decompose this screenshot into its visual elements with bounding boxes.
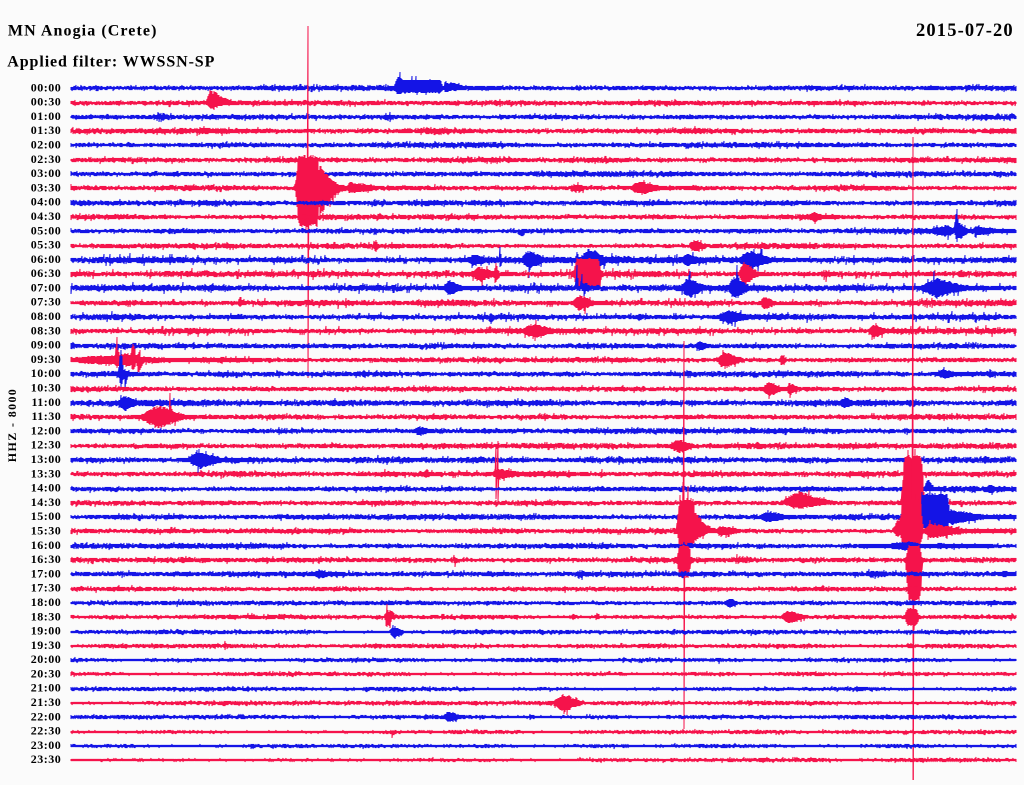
svg-text:23:00: 23:00 [31,738,62,752]
svg-text:08:00: 08:00 [31,309,62,323]
svg-text:02:00: 02:00 [31,138,62,152]
svg-text:00:30: 00:30 [31,95,62,109]
svg-text:14:30: 14:30 [31,495,62,509]
svg-text:07:00: 07:00 [31,280,62,294]
svg-text:12:00: 12:00 [31,423,62,437]
svg-text:10:00: 10:00 [31,366,62,380]
svg-text:11:00: 11:00 [31,395,61,409]
svg-text:08:30: 08:30 [31,323,62,337]
svg-text:11:30: 11:30 [31,409,61,423]
svg-text:01:00: 01:00 [31,109,62,123]
svg-text:04:30: 04:30 [31,209,62,223]
svg-text:04:00: 04:00 [31,195,62,209]
svg-text:Applied filter: WWSSN-SP: Applied filter: WWSSN-SP [7,54,215,71]
svg-text:19:30: 19:30 [31,638,62,652]
svg-text:09:00: 09:00 [31,338,62,352]
svg-text:16:30: 16:30 [31,552,62,566]
svg-text:01:30: 01:30 [31,123,62,137]
svg-text:19:00: 19:00 [31,624,62,638]
svg-text:22:00: 22:00 [31,709,62,723]
svg-text:03:00: 03:00 [31,166,62,180]
svg-text:06:00: 06:00 [31,252,62,266]
svg-text:02:30: 02:30 [31,152,62,166]
svg-text:21:30: 21:30 [31,695,62,709]
svg-text:21:00: 21:00 [31,681,62,695]
svg-text:HHZ - 8000: HHZ - 8000 [5,388,19,462]
svg-text:13:30: 13:30 [31,466,62,480]
svg-text:05:30: 05:30 [31,238,62,252]
svg-text:18:00: 18:00 [31,595,62,609]
svg-text:09:30: 09:30 [31,352,62,366]
svg-text:13:00: 13:00 [31,452,62,466]
svg-text:MN Anogia (Crete): MN Anogia (Crete) [8,23,158,40]
svg-text:22:30: 22:30 [31,724,62,738]
svg-text:20:30: 20:30 [31,666,62,680]
svg-text:20:00: 20:00 [31,652,62,666]
svg-text:12:30: 12:30 [31,438,62,452]
svg-text:16:00: 16:00 [31,538,62,552]
svg-text:05:00: 05:00 [31,223,62,237]
svg-text:10:30: 10:30 [31,381,62,395]
svg-text:17:00: 17:00 [31,566,62,580]
svg-text:15:00: 15:00 [31,509,62,523]
svg-text:23:30: 23:30 [31,752,62,766]
svg-text:15:30: 15:30 [31,524,62,538]
svg-text:06:30: 06:30 [31,266,62,280]
svg-text:00:00: 00:00 [31,80,62,94]
svg-text:17:30: 17:30 [31,581,62,595]
svg-text:18:30: 18:30 [31,609,62,623]
svg-text:2015-07-20: 2015-07-20 [916,21,1014,41]
svg-text:14:00: 14:00 [31,481,62,495]
svg-text:03:30: 03:30 [31,180,62,194]
svg-text:07:30: 07:30 [31,295,62,309]
